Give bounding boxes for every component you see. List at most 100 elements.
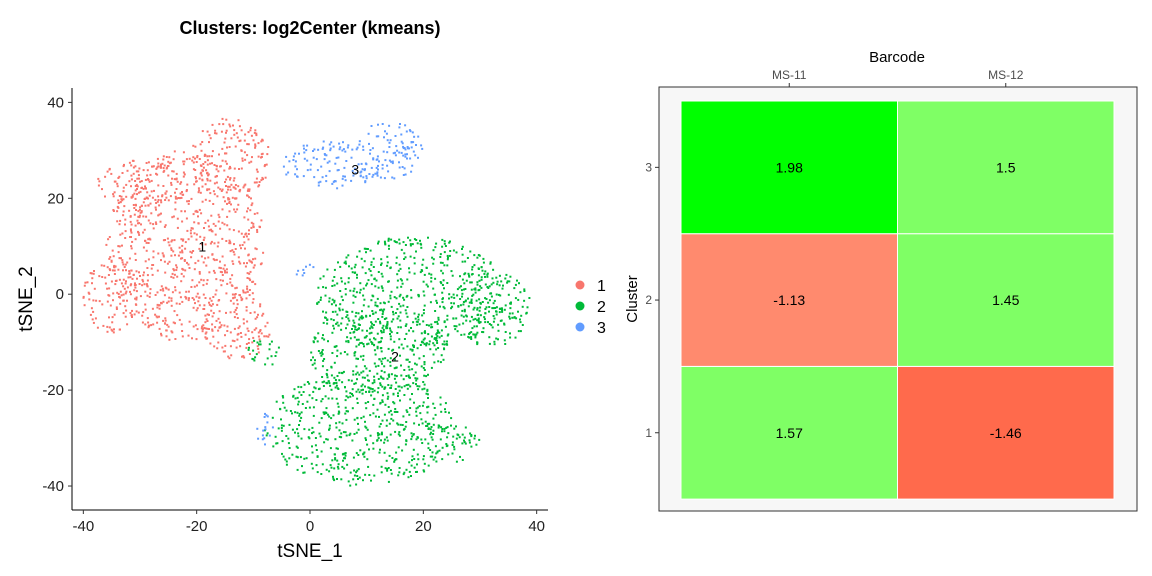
scatter-point (281, 395, 284, 397)
scatter-point (403, 298, 406, 301)
scatter-point (335, 426, 338, 429)
scatter-point (388, 411, 391, 414)
scatter-point (389, 364, 392, 367)
scatter-point (423, 387, 426, 390)
scatter-point (435, 348, 438, 351)
scatter-point (399, 354, 401, 357)
scatter-point (444, 245, 447, 247)
scatter-point (344, 452, 347, 455)
scatter-point (459, 275, 461, 278)
scatter-point (130, 245, 133, 248)
scatter-point (362, 354, 365, 357)
scatter-point (325, 438, 328, 441)
scatter-point (146, 191, 149, 194)
scatter-point (250, 204, 253, 207)
scatter-point (187, 202, 190, 205)
scatter-point (124, 218, 127, 221)
scatter-point (180, 238, 183, 241)
scatter-point (416, 323, 419, 326)
scatter-point (224, 334, 226, 337)
scatter-point (423, 363, 426, 366)
scatter-point (413, 346, 415, 348)
scatter-point (259, 263, 262, 266)
scatter-point (306, 159, 309, 162)
scatter-point (275, 351, 278, 354)
scatter-point (281, 440, 284, 443)
scatter-point (131, 240, 134, 243)
scatter-point (135, 296, 138, 299)
scatter-point (422, 458, 425, 461)
scatter-point (398, 263, 401, 266)
scatter-point (480, 286, 483, 289)
scatter-point (283, 406, 286, 409)
scatter-point (322, 310, 324, 313)
scatter-point (247, 233, 250, 235)
scatter-point (382, 324, 385, 327)
scatter-point (221, 208, 224, 211)
scatter-point (393, 240, 396, 243)
scatter-point (339, 146, 342, 149)
scatter-point (212, 296, 215, 298)
scatter-point (122, 293, 125, 296)
scatter-point (426, 389, 429, 392)
scatter-point (412, 141, 415, 144)
scatter-point (254, 143, 257, 146)
scatter-point (355, 311, 358, 314)
scatter-point (208, 199, 211, 202)
scatter-point (193, 221, 196, 224)
scatter-point (320, 165, 323, 168)
scatter-point (408, 361, 411, 363)
scatter-point (135, 170, 138, 173)
scatter-point (422, 258, 425, 261)
scatter-point (229, 165, 231, 168)
scatter-point (243, 151, 246, 154)
scatter-point (297, 435, 300, 438)
scatter-point (311, 432, 313, 435)
scatter-point (149, 238, 152, 241)
scatter-point (441, 458, 444, 461)
scatter-point (170, 183, 173, 186)
scatter-point (398, 346, 401, 349)
scatter-point (425, 425, 428, 427)
scatter-point (355, 471, 358, 474)
scatter-point (422, 309, 425, 311)
scatter-point (354, 315, 357, 318)
scatter-point (380, 360, 383, 363)
scatter-point (414, 377, 417, 380)
scatter-point (371, 388, 374, 390)
scatter-point (106, 266, 109, 269)
scatter-point (315, 449, 318, 451)
scatter-point (351, 407, 354, 410)
scatter-point (201, 243, 203, 246)
x-tick-label: 20 (415, 518, 432, 535)
scatter-point (381, 357, 384, 360)
scatter-point (376, 391, 379, 394)
scatter-point (504, 304, 507, 307)
scatter-point (321, 337, 324, 340)
scatter-point (394, 241, 397, 243)
scatter-point (152, 323, 155, 326)
scatter-point (298, 414, 301, 417)
scatter-point (382, 328, 385, 331)
scatter-point (462, 322, 465, 325)
scatter-point (317, 301, 320, 304)
scatter-point (334, 386, 337, 389)
scatter-point (417, 458, 420, 461)
scatter-point (239, 345, 242, 348)
scatter-point (380, 285, 383, 288)
scatter-point (439, 256, 442, 258)
scatter-point (129, 284, 132, 287)
scatter-point (327, 340, 329, 343)
scatter-point (229, 167, 232, 170)
scatter-point (400, 133, 403, 136)
scatter-point (188, 200, 190, 203)
scatter-point (173, 178, 176, 181)
scatter-point (433, 344, 436, 347)
scatter-point (164, 239, 166, 241)
scatter-point (433, 407, 436, 409)
scatter-point (303, 272, 306, 274)
scatter-point (178, 197, 181, 200)
scatter-point (272, 445, 275, 448)
scatter-point (460, 289, 463, 292)
scatter-series-3 (256, 123, 424, 446)
